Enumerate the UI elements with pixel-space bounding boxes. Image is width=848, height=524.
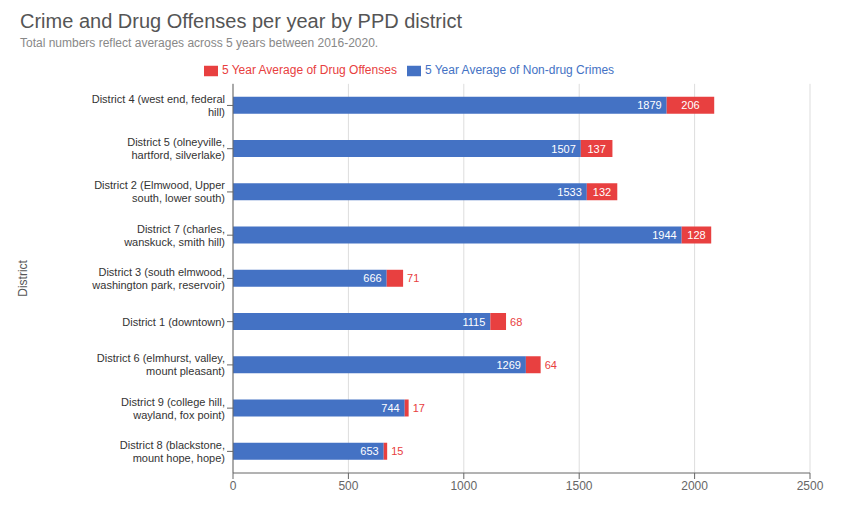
svg-text:132: 132 [593,186,611,198]
svg-text:District 7 (charles,wanskuck,: District 7 (charles,wanskuck, smith hill… [123,223,225,248]
svg-text:District 9 (college hill,wayla: District 9 (college hill,wayland, fox po… [121,396,225,421]
svg-text:68: 68 [510,316,522,328]
svg-text:1533: 1533 [557,186,581,198]
svg-text:17: 17 [413,402,425,414]
svg-text:District 8 (blackstone,mount h: District 8 (blackstone,mount hope, hope) [120,439,225,464]
html-text:Total numbers reflect averages: Total numbers reflect averages across 5 … [20,36,379,50]
svg-text:District 3 (south elmwood,wash: District 3 (south elmwood,washington par… [91,266,225,291]
svg-text:128: 128 [687,229,705,241]
html-text:5 Year Average of Non-drug Cri: 5 Year Average of Non-drug Crimes [424,63,615,77]
svg-text:1944: 1944 [652,229,676,241]
svg-text:137: 137 [587,143,605,155]
svg-text:1507: 1507 [551,143,575,155]
svg-text:206: 206 [681,99,699,111]
html-text:Crime and Drug Offenses per ye: Crime and Drug Offenses per year by PPD … [20,10,462,32]
svg-text:2500: 2500 [797,479,824,493]
svg-text:653: 653 [360,445,378,457]
svg-text:District 2 (Elmwood, Uppersout: District 2 (Elmwood, Uppersouth, lower s… [94,179,225,204]
svg-text:15: 15 [391,445,403,457]
svg-text:1500: 1500 [566,479,593,493]
svg-text:1000: 1000 [450,479,477,493]
svg-text:2000: 2000 [681,479,708,493]
svg-text:1115: 1115 [462,316,485,328]
svg-text:District 5 (olneyville,hartfor: District 5 (olneyville,hartford, silverl… [127,136,225,161]
html-text:5 Year Average of Drug Offense: 5 Year Average of Drug Offenses [221,63,397,77]
svg-text:1269: 1269 [496,359,520,371]
svg-text:64: 64 [545,359,557,371]
svg-text:District 1 (downtown): District 1 (downtown) [122,316,225,328]
svg-text:744: 744 [381,402,399,414]
svg-text:500: 500 [338,479,358,493]
svg-text:0: 0 [230,479,237,493]
svg-text:District: District [16,259,30,296]
svg-text:71: 71 [407,272,419,284]
svg-text:1879: 1879 [637,99,661,111]
svg-text:666: 666 [363,272,381,284]
svg-text:District 6 (elmhurst, valley,m: District 6 (elmhurst, valley,mount pleas… [97,352,225,377]
svg-text:District 4 (west end, federalh: District 4 (west end, federalhill) [92,93,225,118]
